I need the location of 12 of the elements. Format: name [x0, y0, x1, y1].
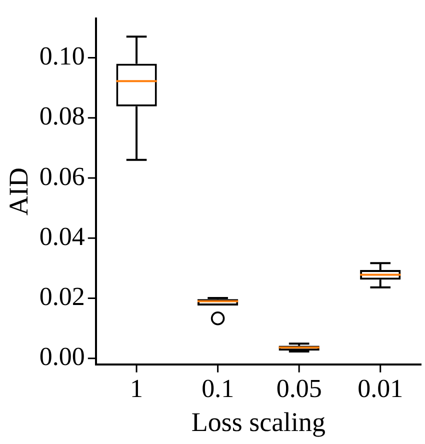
x-tick-label: 0.1 [202, 374, 234, 403]
x-axis-title: Loss scaling [191, 406, 326, 437]
x-tick-label: 0.01 [358, 374, 404, 403]
y-tick-label: 0.10 [39, 42, 85, 71]
y-tick-label: 0.02 [39, 282, 85, 312]
y-tick-label: 0.04 [39, 222, 85, 251]
y-tick-label: 0.06 [39, 162, 85, 191]
y-tick-label: 0.00 [39, 342, 85, 372]
x-tick-label: 1 [130, 374, 144, 403]
x-tick-label: 0.05 [276, 374, 322, 403]
y-tick-label: 0.08 [39, 102, 85, 131]
y-axis-title: AID [3, 168, 34, 216]
